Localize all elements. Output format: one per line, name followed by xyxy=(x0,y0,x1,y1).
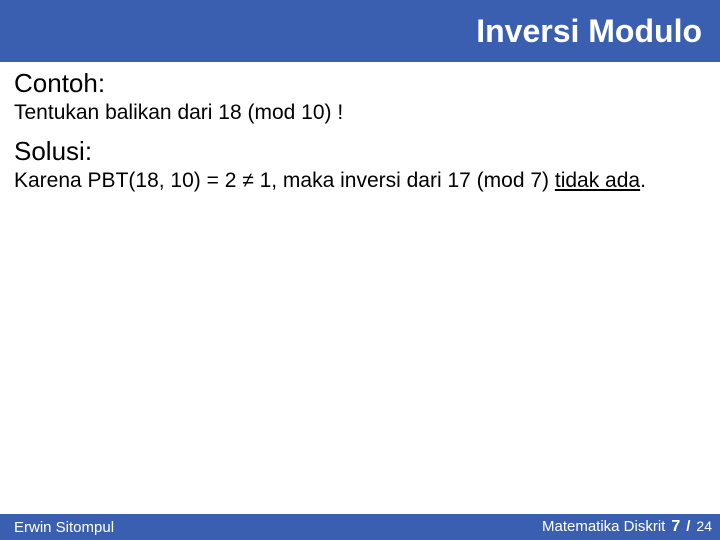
slide-content: Contoh: Tentukan balikan dari 18 (mod 10… xyxy=(0,62,720,195)
solution-text-after: . xyxy=(640,169,646,192)
solution-text-underlined: tidak ada xyxy=(555,169,640,192)
slide-title: Inversi Modulo xyxy=(476,13,702,50)
example-text: Tentukan balikan dari 18 (mod 10) ! xyxy=(14,100,706,126)
slide-header: Inversi Modulo xyxy=(0,0,720,62)
solution-text-before: Karena PBT(18, 10) = 2 ≠ 1, maka inversi… xyxy=(14,169,555,192)
footer-right: Matematika Diskrit 7 / 24 xyxy=(542,518,712,536)
example-heading: Contoh: xyxy=(14,68,706,99)
page-separator: / xyxy=(686,518,690,535)
footer-subject: Matematika Diskrit xyxy=(542,518,665,535)
page-total: 24 xyxy=(696,518,712,534)
footer-author: Erwin Sitompul xyxy=(14,519,114,536)
solution-text: Karena PBT(18, 10) = 2 ≠ 1, maka inversi… xyxy=(14,168,706,194)
page-current: 7 xyxy=(671,518,680,536)
slide-footer: Erwin Sitompul Matematika Diskrit 7 / 24 xyxy=(0,514,720,540)
solution-heading: Solusi: xyxy=(14,136,706,167)
